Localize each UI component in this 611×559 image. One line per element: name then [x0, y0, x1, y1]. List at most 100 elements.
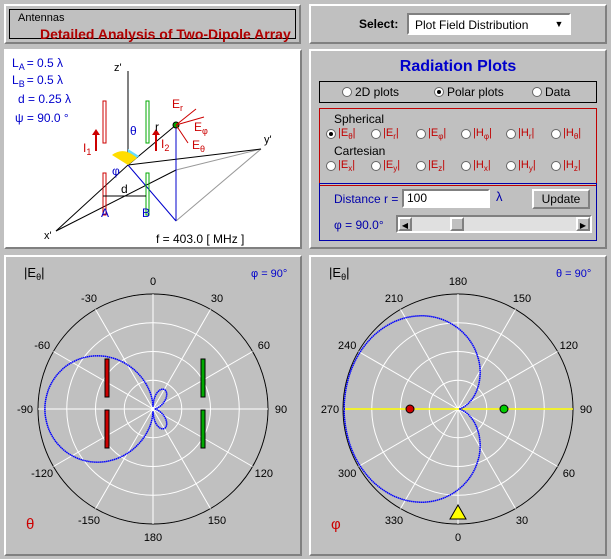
- chevron-down-icon[interactable]: ▼: [554, 19, 564, 29]
- radio-data[interactable]: Data: [532, 85, 570, 99]
- grid-spoke: [53, 408, 154, 467]
- psi-text: ψ = 90.0 °: [15, 111, 69, 125]
- i2-label: I2: [161, 137, 169, 153]
- app-category: Antennas: [18, 12, 65, 24]
- component-label: |Hφ|: [473, 127, 492, 142]
- dipole-b-dot: [499, 404, 509, 414]
- angle-tick-label: 300: [338, 468, 356, 480]
- radio-dot[interactable]: [371, 129, 381, 140]
- radio-dot[interactable]: [326, 129, 336, 140]
- update-button[interactable]: Update: [532, 189, 590, 209]
- label-b: B: [142, 206, 150, 220]
- chevron-left-icon[interactable]: ◀: [398, 217, 412, 231]
- grid-spoke: [457, 408, 558, 467]
- ephi-label: Eφ: [194, 120, 208, 136]
- component-label: |Ez|: [428, 159, 446, 174]
- spherical-option-4[interactable]: |Hr|: [506, 127, 534, 141]
- phi-field-label: |Eθ|: [329, 265, 349, 282]
- grid-spoke: [400, 408, 459, 509]
- projection-base: [127, 164, 177, 222]
- cartesian-option-0[interactable]: |Ex|: [326, 159, 355, 173]
- spherical-option-3[interactable]: |Hφ|: [461, 127, 492, 141]
- radio-dot[interactable]: [461, 129, 471, 140]
- radio-dot[interactable]: [434, 87, 444, 97]
- x-axis-label: x': [44, 230, 52, 242]
- angle-tick-label: 210: [385, 293, 403, 305]
- radio-dot[interactable]: [371, 161, 381, 172]
- distance-group: Distance r = 100 λ Update φ = 90.0° ◀ ▶: [319, 183, 597, 241]
- phi-slider[interactable]: ◀ ▶: [396, 215, 592, 233]
- grid-spoke: [95, 309, 154, 410]
- radio-2d-plots[interactable]: 2D plots: [342, 85, 399, 99]
- i1-arrowhead: [92, 129, 100, 135]
- radio-label: Polar plots: [447, 85, 504, 99]
- grid-spoke: [457, 351, 558, 410]
- cartesian-option-1[interactable]: |Ey|: [371, 159, 400, 173]
- radio-dot[interactable]: [506, 161, 516, 172]
- angle-tick-label: 330: [385, 515, 403, 527]
- plot-type-dropdown[interactable]: Plot Field Distribution ▼: [407, 13, 571, 35]
- component-label: |Hy|: [518, 159, 536, 174]
- spherical-option-1[interactable]: |Er|: [371, 127, 399, 141]
- slider-thumb[interactable]: [449, 217, 464, 231]
- component-label: |Eθ|: [338, 127, 356, 142]
- angle-tick-label: 150: [208, 515, 226, 527]
- theta-var-label: θ: [26, 516, 34, 533]
- radiation-pattern-curve: [44, 355, 168, 463]
- lambda-unit: λ: [496, 189, 503, 204]
- angle-tick-label: 240: [338, 340, 356, 352]
- radio-dot[interactable]: [461, 161, 471, 172]
- theta-field-label: |Eθ|: [24, 265, 44, 282]
- polar-grid: [37, 293, 269, 525]
- distance-label: Distance r =: [334, 192, 399, 206]
- select-label: Select:: [359, 17, 399, 31]
- spherical-option-5[interactable]: |Hθ|: [551, 127, 581, 141]
- radio-dot[interactable]: [416, 161, 426, 172]
- radio-dot[interactable]: [532, 87, 542, 97]
- radio-dot[interactable]: [506, 129, 516, 140]
- y-axis-label: y': [264, 134, 272, 146]
- er-label: Er: [172, 97, 183, 113]
- cartesian-option-2[interactable]: |Ez|: [416, 159, 445, 173]
- grid-spoke: [358, 351, 459, 410]
- distance-input[interactable]: 100: [402, 189, 490, 208]
- la-text: LA = 0.5 λ: [12, 56, 63, 72]
- dipole-b-upper-mark: [200, 358, 206, 398]
- grid-spoke: [152, 309, 211, 410]
- etheta-label: Eθ: [192, 138, 205, 154]
- phi-corner-label: θ = 90°: [556, 268, 591, 280]
- angle-tick-label: 90: [580, 404, 592, 416]
- phi-polar-plot-panel: |Eθ| θ = 90° φ 180 150 120 90 60 30 0 330 300 270…: [309, 255, 607, 556]
- plot-mode-group: 2D plots Polar plots Data: [319, 81, 597, 103]
- r-label: r: [155, 120, 159, 134]
- angle-tick-label: 270: [321, 404, 339, 416]
- z-axis-label: z': [114, 62, 122, 74]
- phi-slider-label: φ = 90.0°: [334, 218, 384, 232]
- component-label: |Hz|: [563, 159, 581, 174]
- angle-tick-label: 0: [455, 532, 461, 544]
- cartesian-option-5[interactable]: |Hz|: [551, 159, 581, 173]
- radio-dot[interactable]: [342, 87, 352, 97]
- chevron-right-icon[interactable]: ▶: [576, 217, 590, 231]
- app-title: Detailed Analysis of Two-Dipole Array: [40, 26, 291, 42]
- angle-tick-label: 0: [150, 276, 156, 288]
- spherical-option-0[interactable]: |Eθ|: [326, 127, 356, 141]
- radio-dot[interactable]: [551, 161, 561, 172]
- title-panel: Antennas Detailed Analysis of Two-Dipole…: [4, 4, 301, 44]
- radio-polar-plots[interactable]: Polar plots: [434, 85, 504, 99]
- grid-spoke: [457, 309, 516, 410]
- radio-dot[interactable]: [326, 161, 336, 172]
- cartesian-option-3[interactable]: |Hx|: [461, 159, 491, 173]
- geometry-panel: LA = 0.5 λ LB = 0.5 λ d = 0.25 λ ψ = 90.0 …: [4, 49, 302, 249]
- cartesian-option-4[interactable]: |Hy|: [506, 159, 536, 173]
- radio-dot[interactable]: [416, 129, 426, 140]
- angle-tick-label: 60: [258, 340, 270, 352]
- cartesian-label: Cartesian: [334, 144, 386, 158]
- angle-tick-label: 150: [513, 293, 531, 305]
- component-label: |Hx|: [473, 159, 491, 174]
- radio-dot[interactable]: [551, 129, 561, 140]
- angle-tick-label: -90: [17, 404, 33, 416]
- field-component-group: Spherical Cartesian |Eθ| |Er| |Eφ| |Hφ| |Hr|…: [319, 108, 597, 186]
- radio-label: Data: [545, 85, 571, 99]
- spherical-option-2[interactable]: |Eφ|: [416, 127, 446, 141]
